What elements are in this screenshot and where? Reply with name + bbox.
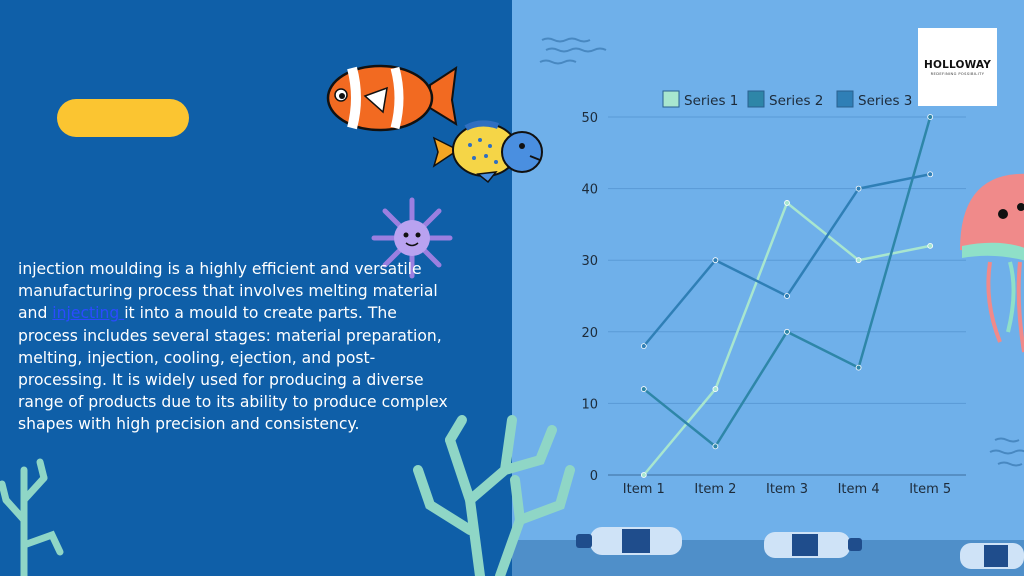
coral-left-illustration xyxy=(0,458,64,576)
data-point xyxy=(640,343,647,350)
body-text-start: injection moulding is a highly efficient… xyxy=(18,260,438,323)
logo-title: HOLLOWAY xyxy=(923,58,992,71)
legend-swatch xyxy=(836,90,854,108)
x-tick-label: Item 2 xyxy=(694,482,736,497)
legend-swatch xyxy=(747,90,765,108)
yellow-fish-illustration xyxy=(432,120,543,184)
data-point xyxy=(927,114,934,120)
logo-tagline: REDEFINING POSSIBILITY xyxy=(930,71,985,76)
legend-label: Series 2 xyxy=(769,93,823,109)
data-point xyxy=(640,386,647,392)
holloway-logo: HOLLOWAY REDEFINING POSSIBILITY xyxy=(918,28,997,106)
plastic-bottle-illustration xyxy=(960,543,1024,569)
body-paragraph: injection moulding is a highly efficient… xyxy=(18,258,458,436)
x-tick-label: Item 5 xyxy=(909,482,951,497)
series-line-1 xyxy=(642,200,931,476)
y-tick-label: 10 xyxy=(581,397,598,412)
highlight-pill xyxy=(57,99,189,137)
data-point xyxy=(927,171,934,178)
wave-lines-illustration xyxy=(539,37,1024,467)
body-text-end: it into a mould to create parts. The pro… xyxy=(18,304,448,434)
data-point xyxy=(640,472,647,478)
data-point xyxy=(855,257,862,264)
coral-middle-illustration xyxy=(413,415,575,576)
series-line-2 xyxy=(643,116,932,449)
y-tick-label: 40 xyxy=(581,183,598,198)
data-point xyxy=(855,185,862,192)
data-point xyxy=(784,200,790,206)
x-tick-label: Item 4 xyxy=(838,482,880,497)
injecting-link[interactable]: injecting xyxy=(52,304,125,323)
data-point xyxy=(712,257,719,264)
y-tick-label: 50 xyxy=(581,111,598,126)
plastic-bottle-illustration xyxy=(576,527,682,555)
data-point xyxy=(927,242,934,249)
x-tick-label: Item 3 xyxy=(766,482,808,497)
legend-label: Series 1 xyxy=(684,93,738,109)
y-tick-label: 20 xyxy=(581,326,598,341)
data-point xyxy=(784,293,790,299)
legend-label: Series 3 xyxy=(858,93,912,109)
jellyfish-illustration xyxy=(960,173,1024,353)
data-point xyxy=(712,386,719,392)
y-tick-label: 30 xyxy=(581,254,598,269)
clownfish-illustration xyxy=(326,64,458,132)
data-point xyxy=(855,364,862,371)
data-point xyxy=(784,328,790,335)
plastic-bottle-illustration xyxy=(764,532,862,558)
legend-swatch xyxy=(662,90,680,108)
data-point xyxy=(712,443,719,450)
x-tick-label: Item 1 xyxy=(623,482,665,497)
sea-urchin-illustration xyxy=(371,197,453,279)
y-tick-label: 0 xyxy=(590,469,598,484)
